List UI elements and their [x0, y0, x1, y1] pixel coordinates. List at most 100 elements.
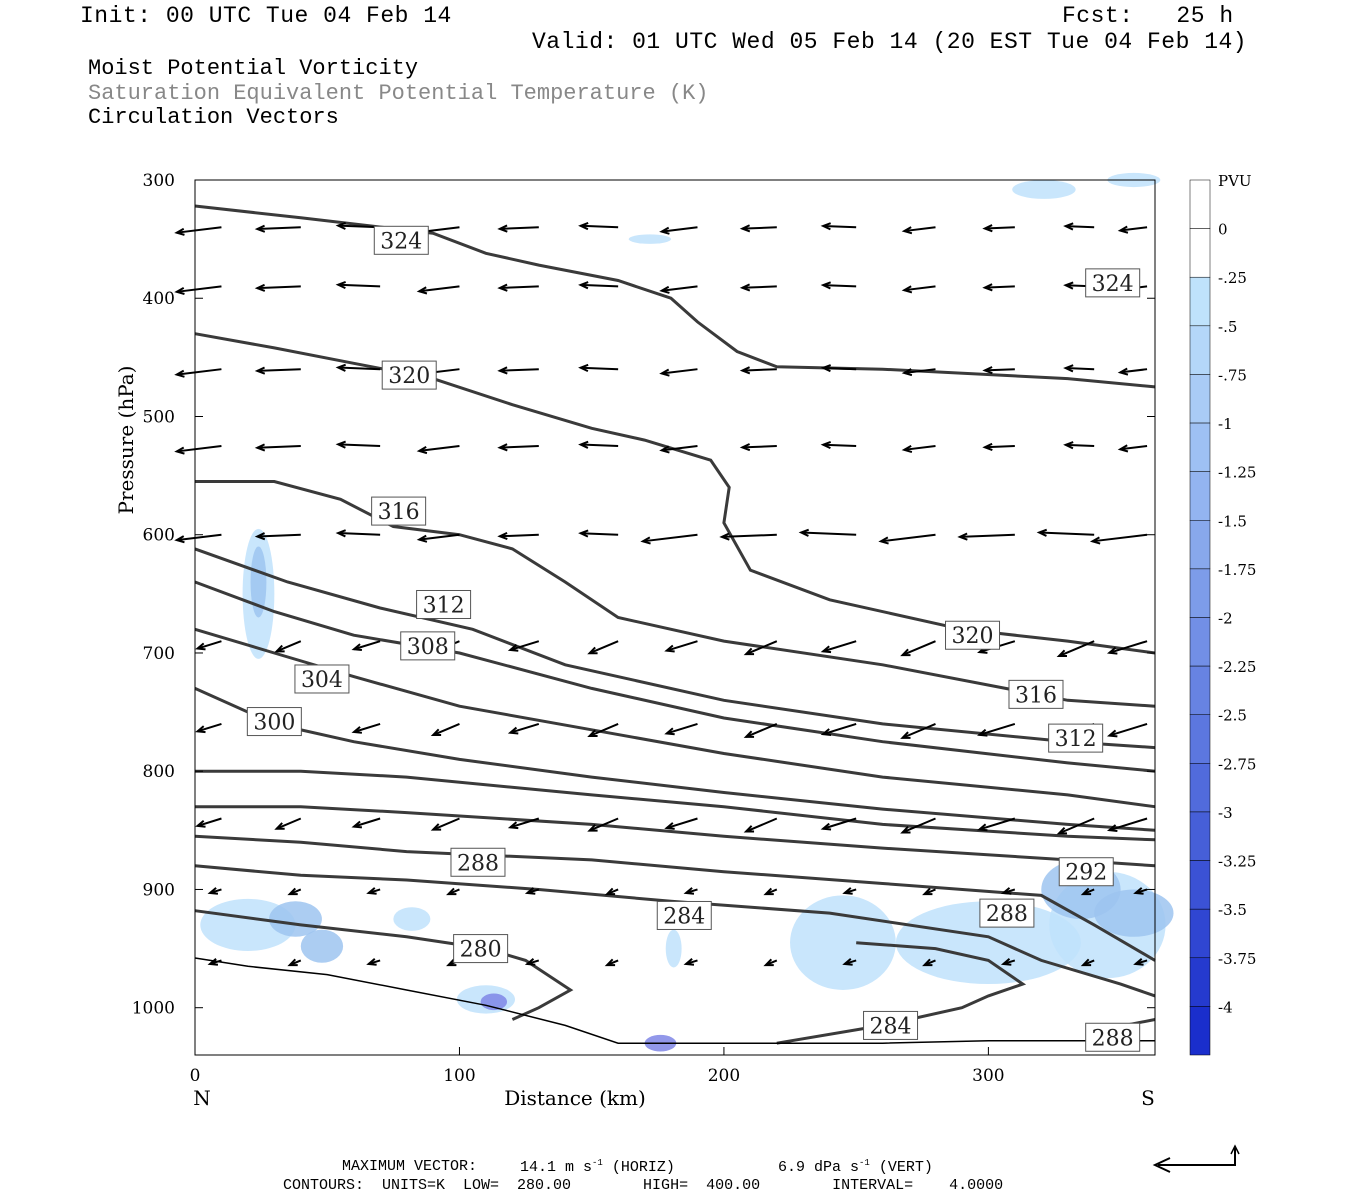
circulation-vector — [745, 640, 778, 656]
circulation-vector — [589, 817, 619, 832]
vector-arrowhead — [743, 647, 755, 656]
circulation-vector — [176, 368, 222, 376]
max-vector-horiz: 14.1 m s-1 (HORIZ) — [520, 1158, 675, 1176]
vector-arrowhead — [351, 726, 363, 734]
vector-arrowhead — [604, 958, 616, 967]
circulation-vector — [902, 640, 936, 657]
vector-arrowhead — [587, 824, 598, 832]
contour-label-box — [294, 664, 350, 694]
vector-arrowhead — [430, 823, 442, 831]
circulation-vector — [1109, 722, 1148, 737]
vector-arrowhead — [497, 443, 508, 452]
circulation-vector — [1058, 640, 1095, 657]
contour-label-box — [416, 589, 472, 619]
theta-e-contour-324 — [194, 204, 1156, 389]
vector-arrowhead — [878, 536, 889, 545]
y-tick-label: 800 — [143, 762, 175, 782]
circulation-vector — [904, 445, 936, 451]
vector-arrowhead — [507, 644, 519, 652]
vector-arrowhead — [900, 731, 911, 739]
vector-arrowhead — [842, 887, 853, 895]
circulation-vector — [510, 640, 540, 651]
circulation-vector — [499, 533, 539, 538]
vector-arrowhead — [739, 283, 751, 292]
contour-info: CONTOURS: UNITS=K LOW= 280.00 HIGH= 400.… — [283, 1177, 1004, 1194]
circulation-vector — [580, 532, 619, 536]
circulation-vector — [904, 285, 936, 292]
circulation-vector — [1109, 817, 1148, 832]
circulation-vector — [499, 445, 539, 449]
valid-time: Valid: 01 UTC Wed 05 Feb 14 (20 EST Tue … — [532, 29, 1248, 55]
pv-region — [300, 929, 344, 963]
contour-label-284: 284 — [663, 904, 705, 929]
contour-label-box — [1085, 268, 1141, 298]
pv-region — [250, 546, 267, 618]
contour-label-316: 316 — [1015, 683, 1057, 708]
circulation-vector — [721, 533, 777, 538]
pv-region — [269, 901, 322, 937]
vector-arrowhead — [739, 224, 751, 233]
colorbar-level-label: -3 — [1218, 804, 1233, 822]
vector-arrowhead — [587, 729, 598, 737]
theta-e-contour-320 — [194, 332, 1156, 655]
circulation-vector — [742, 368, 777, 372]
circulation-vector — [176, 533, 222, 542]
y-tick-label: 300 — [143, 171, 175, 191]
y-tick-label: 900 — [143, 880, 175, 900]
field-title-thetae: Saturation Equivalent Potential Temperat… — [88, 81, 709, 106]
circulation-vector — [902, 722, 936, 739]
theta-e-contour-288 — [194, 834, 1156, 962]
contour-label-box — [450, 847, 506, 877]
y-tick-label: 1000 — [132, 999, 175, 1019]
vector-arrowhead — [640, 536, 651, 545]
vector-arrowhead — [664, 644, 675, 653]
circulation-vector — [499, 226, 539, 230]
y-tick-label: 600 — [143, 526, 175, 546]
pv-region — [1012, 180, 1076, 199]
vector-arrowhead — [587, 646, 598, 655]
contour-label-324: 324 — [1092, 272, 1134, 297]
vector-arrowhead — [1117, 444, 1129, 453]
vector-arrowhead — [1133, 958, 1144, 966]
colorbar-level-label: -2.5 — [1218, 707, 1247, 725]
vector-arrowhead — [254, 224, 266, 233]
vector-arrowhead — [922, 958, 933, 967]
vector-arrowhead — [507, 726, 519, 735]
colorbar-swatch — [1189, 957, 1211, 1007]
vector-arrowhead — [683, 958, 695, 966]
vector-arrowhead — [1106, 646, 1118, 655]
x-tick-label: 200 — [708, 1066, 740, 1086]
contour-label-284: 284 — [870, 1014, 912, 1039]
vector-arrowhead — [982, 224, 993, 233]
circulation-vector — [353, 817, 381, 828]
vector-arrowhead — [900, 826, 911, 834]
vector-arrowhead — [1063, 364, 1074, 373]
max-vector-label: MAXIMUM VECTOR: — [342, 1158, 478, 1175]
circulation-vector — [353, 722, 381, 733]
contour-label-320: 320 — [388, 364, 430, 389]
vector-arrowhead — [254, 532, 266, 541]
contour-label-320: 320 — [952, 624, 994, 649]
vector-arrowhead — [1133, 887, 1144, 895]
plot-frame — [194, 179, 1156, 1056]
field-title-vectors: Circulation Vectors — [88, 105, 339, 130]
vector-arrowhead — [820, 822, 832, 831]
contour-label-box — [453, 934, 509, 964]
vector-arrowhead — [664, 822, 675, 830]
circulation-vector — [338, 366, 381, 371]
circulation-vector — [589, 640, 619, 655]
vector-arrowhead — [901, 444, 913, 453]
pv-region — [1094, 889, 1174, 937]
circulation-vector — [979, 722, 1016, 736]
vector-arrowhead — [416, 286, 428, 295]
colorbar-level-label: -1 — [1218, 415, 1233, 433]
circulation-vector — [1120, 445, 1148, 451]
vector-arrowhead — [207, 887, 219, 895]
vector-arrowhead — [174, 286, 185, 295]
south-label: S — [1141, 1086, 1155, 1110]
theta-e-contour-316 — [195, 480, 1156, 708]
circulation-vector — [823, 284, 857, 288]
circulation-vector — [823, 366, 857, 371]
pv-region — [393, 907, 431, 931]
